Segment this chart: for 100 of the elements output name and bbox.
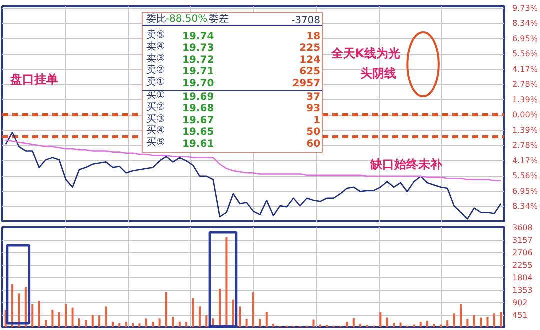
- y-tick-label: 8.34%: [512, 19, 538, 28]
- y-tick-label: 1.39%: [512, 95, 538, 104]
- bar: [125, 322, 128, 328]
- annotation: 625: [300, 66, 321, 78]
- annotation: 50: [306, 127, 321, 138]
- bar: [473, 315, 476, 328]
- annotation: 卖①: [146, 76, 166, 88]
- bar: [152, 322, 154, 328]
- bar: [272, 324, 275, 328]
- annotation: 225: [300, 43, 321, 54]
- bar: [346, 322, 348, 328]
- annotation: 19.65: [182, 127, 214, 138]
- y-tick-label: 2255: [512, 261, 533, 270]
- annotation: 19.67: [182, 115, 214, 126]
- bar: [78, 318, 80, 328]
- annotation: 买①: [146, 90, 166, 102]
- annotation: 买②: [146, 102, 166, 114]
- bar: [413, 324, 416, 328]
- bar: [480, 318, 482, 328]
- bar: [192, 298, 194, 328]
- y-tick-label: 1804: [512, 274, 533, 282]
- y-tick-label: 4.17%: [512, 156, 538, 166]
- bar: [400, 322, 402, 328]
- y-tick-label: 1.39%: [512, 126, 538, 135]
- annotation: 买④: [146, 126, 166, 137]
- bar: [198, 306, 201, 328]
- annotation: 全天K线为光头阴线: [330, 46, 401, 80]
- y-tick-label: 6.95%: [512, 186, 538, 196]
- bar: [52, 310, 54, 328]
- bar: [72, 308, 74, 328]
- bar: [226, 237, 228, 328]
- bar: [386, 318, 388, 328]
- bar: [239, 306, 242, 328]
- bar: [393, 323, 396, 328]
- bar: [246, 319, 248, 328]
- y-tick-label: 4.17%: [512, 64, 538, 74]
- bar: [232, 300, 234, 328]
- line-series: [5, 140, 502, 182]
- annotation: 37: [306, 92, 321, 103]
- y-tick-label: 5.56%: [512, 172, 538, 181]
- annotation: 委比: [146, 13, 166, 25]
- bar: [446, 320, 449, 328]
- annotation: 124: [300, 54, 321, 66]
- annotation: 19.72: [182, 54, 214, 66]
- y-tick-label: 1353: [512, 286, 533, 295]
- bar: [18, 294, 20, 328]
- bar: [186, 322, 188, 328]
- bar: [178, 322, 181, 328]
- bar: [319, 324, 322, 328]
- bar: [132, 323, 134, 328]
- bar: [453, 314, 456, 328]
- bar: [360, 324, 362, 328]
- bar: [312, 320, 315, 328]
- bar: [500, 312, 502, 328]
- bar: [145, 318, 148, 328]
- y-tick-label: 902: [512, 298, 528, 308]
- y-tick-label: 9.73%: [512, 4, 538, 13]
- bar: [118, 323, 121, 328]
- bar: [440, 324, 442, 328]
- annotation: 卖②: [146, 64, 166, 76]
- annotation: 盘口挂单: [9, 72, 58, 86]
- annotation: 19.71: [182, 66, 214, 78]
- bar: [460, 304, 462, 328]
- bar: [32, 304, 34, 328]
- annotation: 卖⑤: [146, 29, 166, 41]
- annotation: 卖④: [146, 40, 166, 53]
- annotation: 买③: [146, 114, 166, 125]
- bar: [266, 312, 268, 328]
- annotation: 卖③: [146, 52, 166, 64]
- annotation: 19.68: [182, 104, 214, 115]
- y-tick-label: 6.95%: [512, 34, 538, 44]
- y-tick-label: 5.56%: [512, 50, 538, 59]
- annotation: 19.74: [182, 32, 214, 42]
- y-tick-label: 8.34%: [512, 202, 538, 211]
- bar: [138, 324, 141, 328]
- annotation: 1: [314, 115, 321, 126]
- y-tick-label: 0.00%: [512, 110, 538, 120]
- annotation: -88.50%: [166, 14, 208, 25]
- bar: [92, 315, 94, 328]
- annotation: 买⑤: [146, 137, 166, 148]
- annotation: 19.61: [182, 138, 214, 150]
- bar: [58, 312, 60, 328]
- bar: [486, 316, 489, 328]
- bar: [105, 306, 108, 328]
- annotation: 19.70: [182, 78, 214, 90]
- bar: [259, 319, 262, 328]
- y-tick-label: 2.78%: [512, 141, 538, 150]
- annotation: 委差: [208, 13, 229, 25]
- bar: [380, 312, 382, 328]
- bar: [420, 322, 422, 328]
- annotation: 18: [306, 32, 321, 42]
- bar: [352, 318, 355, 328]
- bar: [206, 316, 208, 328]
- y-tick-label: 2.78%: [512, 80, 538, 90]
- bar: [65, 304, 68, 328]
- bar: [85, 320, 88, 328]
- annotation: 93: [306, 104, 321, 115]
- bar: [12, 284, 14, 328]
- bar: [252, 292, 255, 328]
- annotation: 缺口始终未补: [369, 158, 444, 172]
